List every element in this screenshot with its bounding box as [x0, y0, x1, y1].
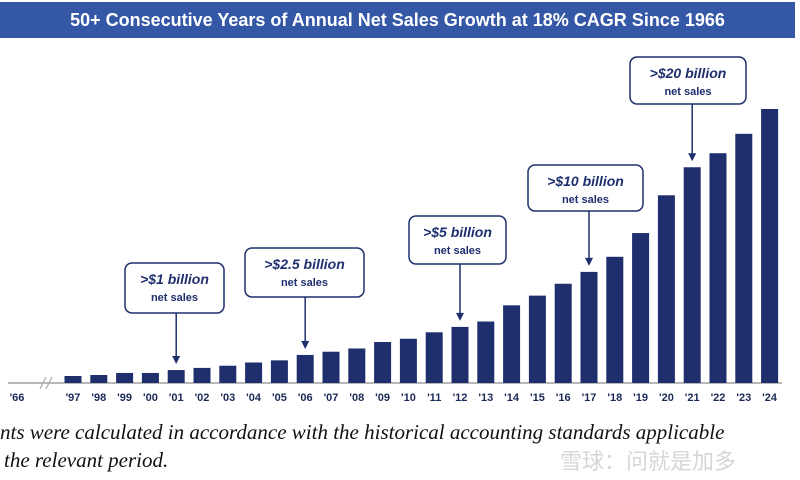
callout-subtext: net sales: [434, 245, 481, 257]
bar: [606, 256, 624, 383]
x-tick-label: '19: [633, 392, 648, 404]
bar: [270, 360, 288, 383]
bar: [735, 133, 753, 383]
callout-subtext: net sales: [562, 194, 609, 206]
bar: [554, 283, 572, 383]
bar: [348, 348, 366, 383]
x-tick-label: '21: [685, 392, 700, 404]
x-tick-label: '11: [427, 392, 441, 404]
bar: [167, 370, 185, 383]
callout-arrow-head: [585, 257, 593, 266]
bar: [580, 271, 598, 383]
bar: [683, 167, 701, 383]
x-tick-label: '02: [195, 392, 210, 404]
x-tick-label: '08: [349, 392, 364, 404]
bar: [503, 305, 521, 383]
bar: [322, 351, 340, 383]
bar: [709, 153, 727, 383]
x-tick-label: '97: [66, 392, 81, 404]
x-tick-label: '24: [762, 392, 778, 404]
footnote-line-2: the relevant period.: [4, 448, 169, 472]
watermark: 雪球：问就是加多: [560, 450, 737, 475]
bar: [296, 354, 314, 383]
x-tick-label: '05: [272, 392, 287, 404]
callout-arrow-head: [301, 340, 310, 349]
x-tick-label: '06: [298, 392, 313, 404]
callout-headline: >$10 billion: [547, 173, 624, 189]
bar: [374, 342, 392, 383]
callout-headline: >$5 billion: [423, 224, 492, 240]
bar: [193, 367, 211, 383]
callout-arrow-head: [172, 356, 181, 365]
x-tick-label: '00: [143, 392, 158, 404]
axis-break-mark: [39, 376, 53, 390]
bar: [632, 233, 650, 383]
x-tick-label: '15: [530, 392, 545, 404]
bar: [116, 372, 134, 383]
callout-arrow-head: [456, 312, 464, 321]
callout-subtext: net sales: [664, 86, 711, 98]
callout-subtext: net sales: [151, 292, 198, 304]
x-tick-label: '14: [504, 392, 520, 404]
callout-headline: >$1 billion: [140, 271, 209, 287]
chart-title: 50+ Consecutive Years of Annual Net Sale…: [0, 2, 795, 38]
x-tick-label: '16: [556, 392, 571, 404]
x-tick-label: '22: [711, 392, 726, 404]
x-tick-label: '04: [246, 392, 262, 404]
callout-headline: >$20 billion: [650, 65, 727, 81]
bar: [761, 109, 779, 383]
x-tick-label: '18: [607, 392, 622, 404]
bar: [245, 362, 263, 383]
x-tick-label: '09: [375, 392, 390, 404]
footnote-line-1: nts were calculated in accordance with t…: [0, 420, 725, 444]
x-tick-label: '12: [453, 392, 468, 404]
bar: [90, 375, 108, 383]
bar: [425, 332, 443, 383]
x-tick-label: '98: [91, 392, 106, 404]
x-tick-label: '66: [10, 392, 25, 404]
callout-box: [124, 262, 225, 314]
bar: [141, 372, 159, 383]
bar: [219, 365, 237, 383]
x-tick-label: '17: [582, 392, 597, 404]
callout-subtext: net sales: [281, 277, 328, 289]
bar-chart: '66 '97 '98 '99 '00 '01 '02 '03 '04 '05 '06 '07 '08 '…: [8, 56, 782, 404]
callout-box: [629, 56, 747, 105]
x-tick-label: '10: [401, 392, 416, 404]
bar: [477, 321, 495, 383]
callout-arrow-head: [688, 153, 697, 162]
x-tick-label: '03: [220, 392, 235, 404]
x-tick-label: '13: [478, 392, 493, 404]
callout-box: [408, 215, 507, 265]
x-tick-label: '01: [169, 392, 184, 404]
x-tick-label: '20: [659, 392, 674, 404]
x-tick-label: '99: [117, 392, 132, 404]
x-tick-label: '23: [736, 392, 751, 404]
x-tick-label: '07: [324, 392, 339, 404]
bar: [451, 326, 469, 383]
bar: [528, 295, 546, 383]
bar: [657, 195, 675, 383]
callout-box: [527, 164, 644, 212]
bar: [64, 375, 82, 383]
bar: [399, 338, 417, 383]
callout-headline: >$2.5 billion: [264, 256, 345, 272]
